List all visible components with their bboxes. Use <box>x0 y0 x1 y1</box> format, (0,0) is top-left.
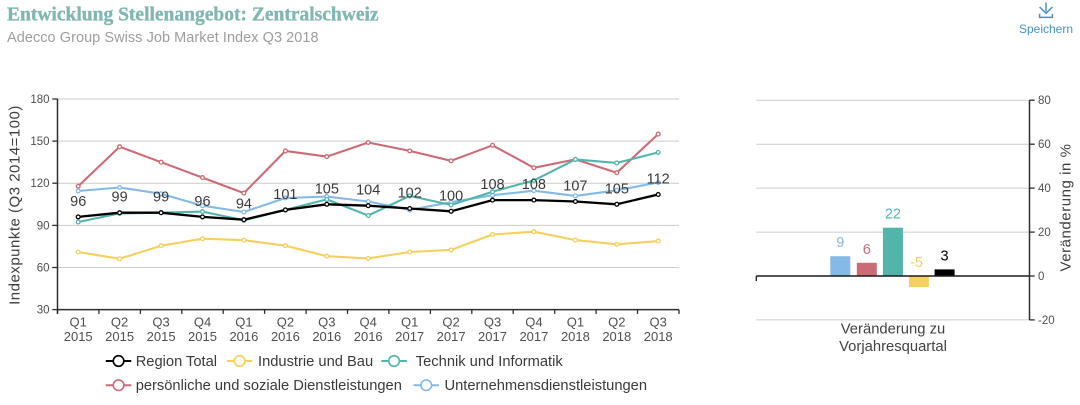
svg-text:Q2: Q2 <box>277 314 294 329</box>
svg-text:Vorjahresquartal: Vorjahresquartal <box>839 339 947 355</box>
svg-text:Industrie und Bau: Industrie und Bau <box>258 354 373 370</box>
svg-text:2015: 2015 <box>64 329 93 344</box>
svg-text:105: 105 <box>315 181 339 197</box>
svg-text:90: 90 <box>37 220 50 232</box>
svg-text:22: 22 <box>885 207 901 223</box>
svg-text:-5: -5 <box>910 255 923 271</box>
svg-text:2017: 2017 <box>519 329 548 344</box>
svg-text:107: 107 <box>563 179 587 195</box>
svg-text:Q1: Q1 <box>567 314 584 329</box>
svg-text:94: 94 <box>236 197 252 213</box>
svg-text:Speichern: Speichern <box>1019 22 1073 36</box>
svg-text:2018: 2018 <box>561 329 590 344</box>
svg-text:Indexpunkte (Q3 2014=100): Indexpunkte (Q3 2014=100) <box>7 105 24 305</box>
svg-text:20: 20 <box>1038 227 1051 239</box>
svg-text:Q3: Q3 <box>484 314 501 329</box>
svg-text:Q1: Q1 <box>401 314 418 329</box>
svg-text:104: 104 <box>356 183 380 199</box>
svg-text:2016: 2016 <box>271 329 300 344</box>
svg-text:9: 9 <box>836 235 844 251</box>
svg-text:6: 6 <box>863 242 871 258</box>
svg-text:150: 150 <box>30 136 49 148</box>
svg-text:2015: 2015 <box>105 329 134 344</box>
svg-text:108: 108 <box>480 177 504 193</box>
svg-text:96: 96 <box>70 194 86 210</box>
svg-text:40: 40 <box>1038 183 1051 195</box>
svg-text:Q4: Q4 <box>194 314 211 329</box>
svg-text:102: 102 <box>398 186 422 202</box>
svg-text:2017: 2017 <box>478 329 507 344</box>
svg-text:Veränderung zu: Veränderung zu <box>841 322 945 338</box>
svg-text:120: 120 <box>30 178 49 190</box>
svg-text:2016: 2016 <box>229 329 258 344</box>
svg-text:112: 112 <box>647 172 670 188</box>
svg-text:Q3: Q3 <box>650 314 667 329</box>
svg-text:Q3: Q3 <box>318 314 335 329</box>
svg-text:-20: -20 <box>1038 315 1055 327</box>
svg-text:Technik und Informatik: Technik und Informatik <box>416 354 564 370</box>
svg-text:Q2: Q2 <box>111 314 128 329</box>
svg-text:Q2: Q2 <box>608 314 625 329</box>
svg-text:101: 101 <box>273 187 297 203</box>
svg-text:Q1: Q1 <box>235 314 252 329</box>
svg-text:108: 108 <box>522 177 546 193</box>
svg-text:Q4: Q4 <box>525 314 542 329</box>
svg-text:Region Total: Region Total <box>136 354 217 370</box>
svg-text:2015: 2015 <box>188 329 217 344</box>
svg-text:96: 96 <box>194 194 210 210</box>
svg-text:Q2: Q2 <box>442 314 459 329</box>
svg-text:80: 80 <box>1038 95 1051 107</box>
svg-text:2018: 2018 <box>602 329 631 344</box>
svg-text:105: 105 <box>605 181 629 197</box>
svg-text:persönliche und soziale Dienst: persönliche und soziale Dienstleistungen <box>136 378 402 394</box>
svg-text:2016: 2016 <box>312 329 341 344</box>
svg-text:2018: 2018 <box>644 329 673 344</box>
svg-text:Unternehmensdienstleistungen: Unternehmensdienstleistungen <box>445 378 648 394</box>
svg-text:100: 100 <box>439 188 463 204</box>
svg-text:30: 30 <box>37 305 50 317</box>
svg-text:60: 60 <box>37 263 50 275</box>
svg-text:2015: 2015 <box>147 329 176 344</box>
svg-text:Adecco Group Swiss Job Market: Adecco Group Swiss Job Market Index Q3 2… <box>7 30 319 46</box>
svg-text:2016: 2016 <box>354 329 383 344</box>
svg-text:60: 60 <box>1038 139 1051 151</box>
svg-text:Entwicklung Stellenangebot: Ze: Entwicklung Stellenangebot: Zentralschwe… <box>7 5 379 26</box>
svg-text:Q3: Q3 <box>152 314 169 329</box>
svg-text:99: 99 <box>153 190 169 206</box>
svg-text:2017: 2017 <box>395 329 424 344</box>
svg-text:99: 99 <box>112 190 128 206</box>
svg-text:3: 3 <box>941 248 949 264</box>
svg-text:180: 180 <box>30 94 49 106</box>
svg-text:0: 0 <box>1038 271 1044 283</box>
svg-text:2017: 2017 <box>437 329 466 344</box>
svg-text:Veränderung in %: Veränderung in % <box>1058 143 1075 271</box>
svg-text:Q1: Q1 <box>70 314 87 329</box>
svg-text:Q4: Q4 <box>360 314 377 329</box>
